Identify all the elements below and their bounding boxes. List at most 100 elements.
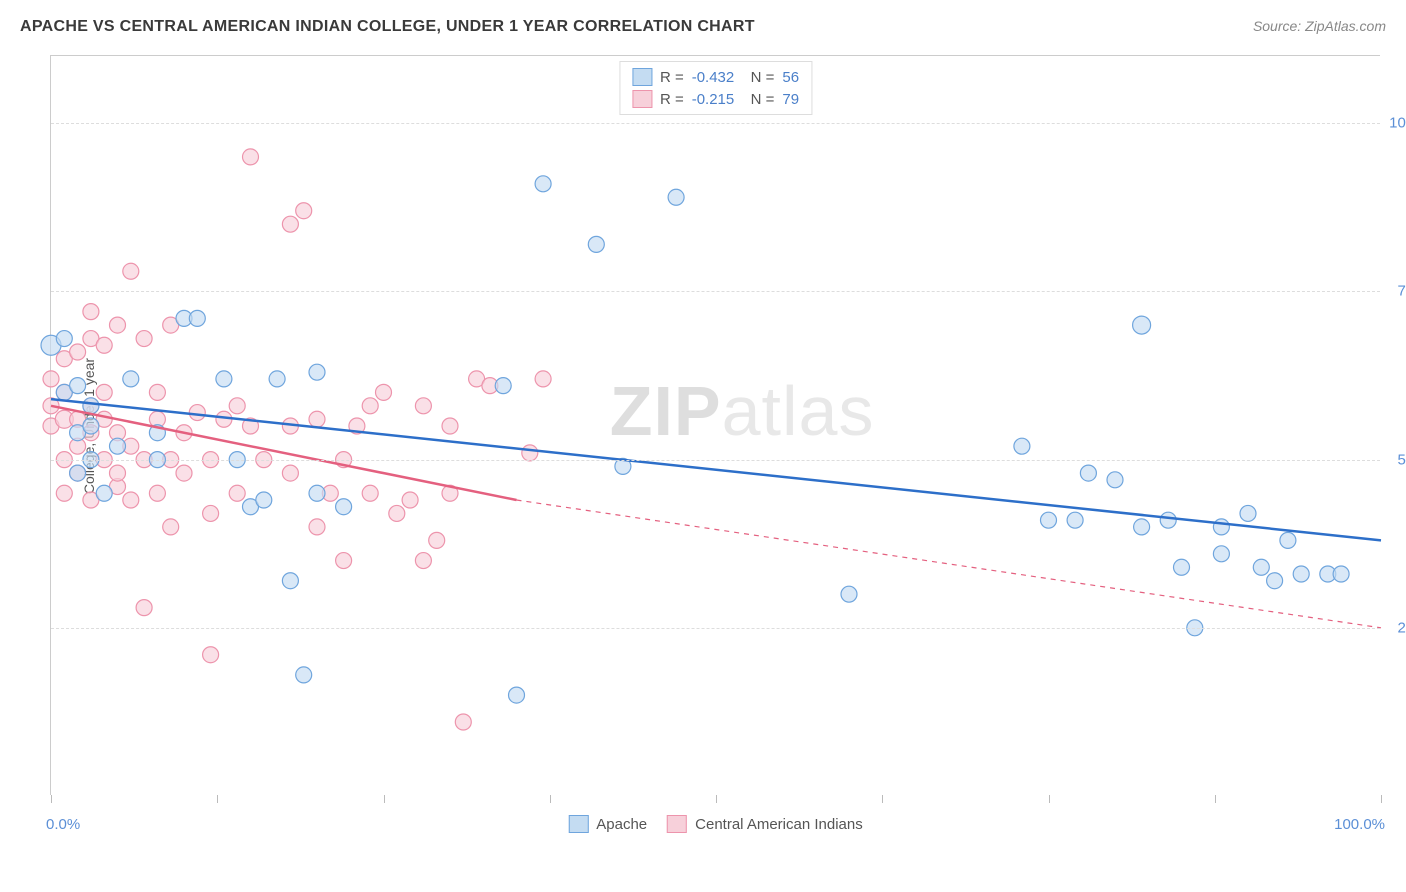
data-point bbox=[149, 384, 165, 400]
data-point bbox=[203, 647, 219, 663]
data-point bbox=[1213, 519, 1229, 535]
data-point bbox=[1134, 519, 1150, 535]
data-point bbox=[509, 687, 525, 703]
data-point bbox=[336, 553, 352, 569]
data-point bbox=[309, 364, 325, 380]
data-point bbox=[216, 371, 232, 387]
data-point bbox=[136, 600, 152, 616]
data-point bbox=[43, 371, 59, 387]
swatch-apache bbox=[568, 815, 588, 833]
y-tick-label: 25.0% bbox=[1385, 619, 1406, 636]
data-point bbox=[110, 317, 126, 333]
data-point bbox=[56, 485, 72, 501]
chart-area: College, Under 1 year ZIPatlas R = -0.43… bbox=[50, 55, 1380, 795]
data-point bbox=[588, 236, 604, 252]
swatch-central bbox=[667, 815, 687, 833]
n-label: N = bbox=[742, 69, 774, 86]
data-point bbox=[841, 586, 857, 602]
data-point bbox=[70, 465, 86, 481]
data-point bbox=[309, 519, 325, 535]
data-point bbox=[362, 485, 378, 501]
data-point bbox=[203, 505, 219, 521]
data-point bbox=[535, 176, 551, 192]
chart-header: APACHE VS CENTRAL AMERICAN INDIAN COLLEG… bbox=[0, 0, 1406, 44]
data-point bbox=[668, 189, 684, 205]
x-tick bbox=[51, 795, 52, 803]
data-point bbox=[123, 492, 139, 508]
data-point bbox=[1041, 512, 1057, 528]
data-point bbox=[1333, 566, 1349, 582]
legend-swatch bbox=[632, 90, 652, 108]
data-point bbox=[1107, 472, 1123, 488]
data-point bbox=[83, 398, 99, 414]
x-tick bbox=[1215, 795, 1216, 803]
x-tick bbox=[1049, 795, 1050, 803]
x-tick bbox=[217, 795, 218, 803]
y-tick-label: 75.0% bbox=[1385, 283, 1406, 300]
data-point bbox=[1280, 532, 1296, 548]
data-point bbox=[362, 398, 378, 414]
data-point bbox=[282, 216, 298, 232]
regression-line bbox=[51, 399, 1381, 540]
legend-item-apache: Apache bbox=[568, 815, 647, 833]
n-label: N = bbox=[742, 91, 774, 108]
x-axis-min-label: 0.0% bbox=[46, 816, 80, 833]
data-point bbox=[189, 310, 205, 326]
chart-title: APACHE VS CENTRAL AMERICAN INDIAN COLLEG… bbox=[20, 18, 755, 36]
gridline bbox=[51, 123, 1380, 124]
gridline bbox=[51, 460, 1380, 461]
y-tick-label: 100.0% bbox=[1385, 115, 1406, 132]
x-tick bbox=[882, 795, 883, 803]
r-label: R = bbox=[660, 91, 684, 108]
data-point bbox=[136, 331, 152, 347]
chart-source: Source: ZipAtlas.com bbox=[1253, 18, 1386, 34]
correlation-legend-row: R = -0.215 N = 79 bbox=[632, 88, 799, 110]
data-point bbox=[402, 492, 418, 508]
legend-label-central: Central American Indians bbox=[695, 816, 863, 833]
data-point bbox=[1160, 512, 1176, 528]
data-point bbox=[522, 445, 538, 461]
data-point bbox=[1174, 559, 1190, 575]
data-point bbox=[96, 384, 112, 400]
data-point bbox=[269, 371, 285, 387]
data-point bbox=[123, 371, 139, 387]
r-label: R = bbox=[660, 69, 684, 86]
data-point bbox=[1067, 512, 1083, 528]
x-tick bbox=[384, 795, 385, 803]
series-legend: Apache Central American Indians bbox=[568, 815, 862, 833]
x-tick bbox=[1381, 795, 1382, 803]
data-point bbox=[96, 485, 112, 501]
r-value: -0.215 bbox=[692, 91, 735, 108]
data-point bbox=[535, 371, 551, 387]
data-point bbox=[1253, 559, 1269, 575]
data-point bbox=[376, 384, 392, 400]
data-point bbox=[70, 378, 86, 394]
data-point bbox=[415, 553, 431, 569]
data-point bbox=[1213, 546, 1229, 562]
data-point bbox=[83, 418, 99, 434]
data-point bbox=[309, 411, 325, 427]
data-point bbox=[83, 304, 99, 320]
data-point bbox=[229, 398, 245, 414]
scatter-plot bbox=[51, 56, 1380, 795]
data-point bbox=[1267, 573, 1283, 589]
gridline bbox=[51, 628, 1380, 629]
legend-item-central: Central American Indians bbox=[667, 815, 863, 833]
data-point bbox=[189, 405, 205, 421]
gridline bbox=[51, 291, 1380, 292]
n-value: 56 bbox=[782, 69, 799, 86]
data-point bbox=[1240, 505, 1256, 521]
data-point bbox=[256, 492, 272, 508]
data-point bbox=[110, 465, 126, 481]
correlation-legend: R = -0.432 N = 56R = -0.215 N = 79 bbox=[619, 61, 812, 115]
r-value: -0.432 bbox=[692, 69, 735, 86]
data-point bbox=[296, 203, 312, 219]
correlation-legend-row: R = -0.432 N = 56 bbox=[632, 66, 799, 88]
data-point bbox=[296, 667, 312, 683]
data-point bbox=[1133, 316, 1151, 334]
data-point bbox=[455, 714, 471, 730]
n-value: 79 bbox=[782, 91, 799, 108]
x-axis-max-label: 100.0% bbox=[1334, 816, 1385, 833]
x-tick bbox=[550, 795, 551, 803]
y-tick-label: 50.0% bbox=[1385, 451, 1406, 468]
